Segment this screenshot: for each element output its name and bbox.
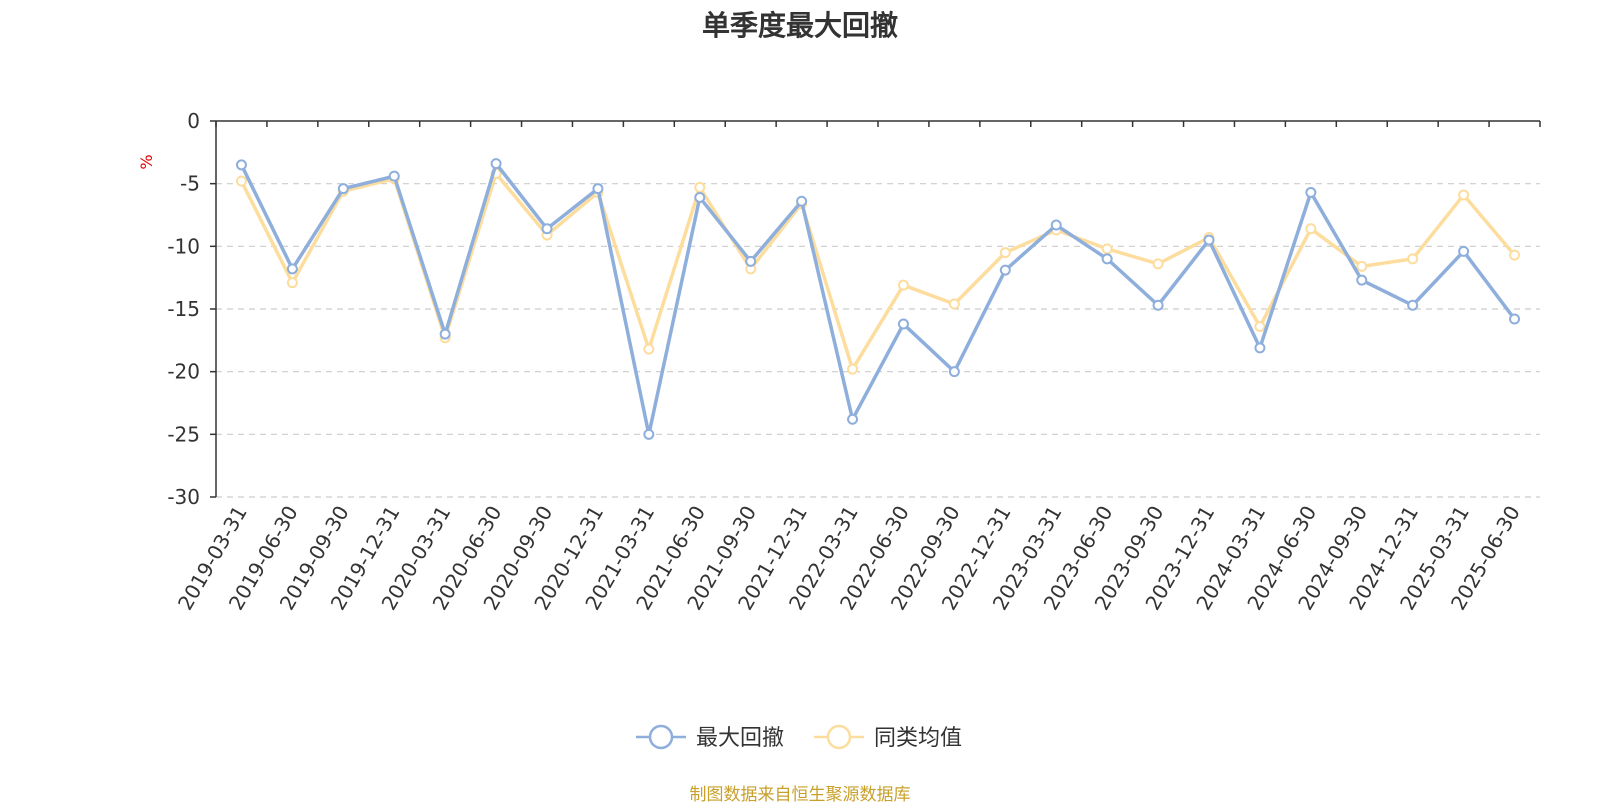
legend[interactable]: 最大回撤 同类均值 [636,724,962,751]
data-point[interactable] [286,277,298,289]
data-point[interactable] [286,263,298,275]
series-最大回撤 [235,158,1521,440]
chart-title: 单季度最大回撤 [701,9,898,42]
y-tick-label: -25 [167,422,200,446]
y-tick-label: -30 [167,485,200,509]
data-point[interactable] [490,158,502,170]
data-point[interactable] [1509,313,1521,325]
legend-marker-icon [826,724,852,750]
data-point[interactable] [1509,249,1521,261]
data-point[interactable] [897,279,909,291]
data-point[interactable] [337,183,349,195]
data-point[interactable] [1203,234,1215,246]
data-point[interactable] [643,428,655,440]
data-point[interactable] [439,328,451,340]
series-同类均值 [235,168,1521,375]
y-axis-unit: % [137,154,156,169]
y-tick-label: -15 [167,297,200,321]
legend-item[interactable]: 最大回撤 [636,724,784,751]
data-point[interactable] [235,159,247,171]
data-point[interactable] [1458,245,1470,257]
data-source-note: 制图数据来自恒生聚源数据库 [689,785,911,805]
data-point[interactable] [948,366,960,378]
data-point[interactable] [999,264,1011,276]
legend-label: 同类均值 [874,726,962,751]
gridlines [216,183,1540,498]
data-point[interactable] [1152,299,1164,311]
series-group [235,158,1521,440]
data-point[interactable] [1305,186,1317,198]
data-point[interactable] [388,170,400,182]
y-axis-ticks: 0 -5 -10 -15 -20 -25 -30 [167,109,216,509]
series-line [239,171,1516,371]
y-tick-label: -10 [167,234,200,258]
data-point[interactable] [235,175,247,187]
data-point[interactable] [1458,189,1470,201]
data-point[interactable] [541,223,553,235]
data-point[interactable] [1407,299,1419,311]
data-point[interactable] [1254,342,1266,354]
data-point[interactable] [1101,243,1113,255]
data-point[interactable] [694,191,706,203]
data-point[interactable] [1305,223,1317,235]
data-point[interactable] [1356,260,1368,272]
y-tick-label: -5 [180,172,200,196]
legend-item[interactable]: 同类均值 [814,724,962,751]
data-point[interactable] [1050,219,1062,231]
data-point[interactable] [1152,258,1164,270]
data-point[interactable] [592,183,604,195]
data-point[interactable] [745,255,757,267]
data-point[interactable] [1101,253,1113,265]
data-point[interactable] [1356,274,1368,286]
data-point[interactable] [897,318,909,330]
legend-label: 最大回撤 [696,726,784,751]
data-point[interactable] [948,298,960,310]
y-tick-label: -20 [167,360,200,384]
series-line [239,161,1516,437]
data-point[interactable] [694,181,706,193]
data-point[interactable] [1407,253,1419,265]
legend-marker-icon [648,724,674,750]
data-point[interactable] [1254,321,1266,333]
data-point[interactable] [999,247,1011,259]
data-point[interactable] [847,363,859,375]
data-point[interactable] [796,195,808,207]
data-point[interactable] [643,343,655,355]
data-point[interactable] [847,413,859,425]
y-tick-label: 0 [187,109,200,133]
